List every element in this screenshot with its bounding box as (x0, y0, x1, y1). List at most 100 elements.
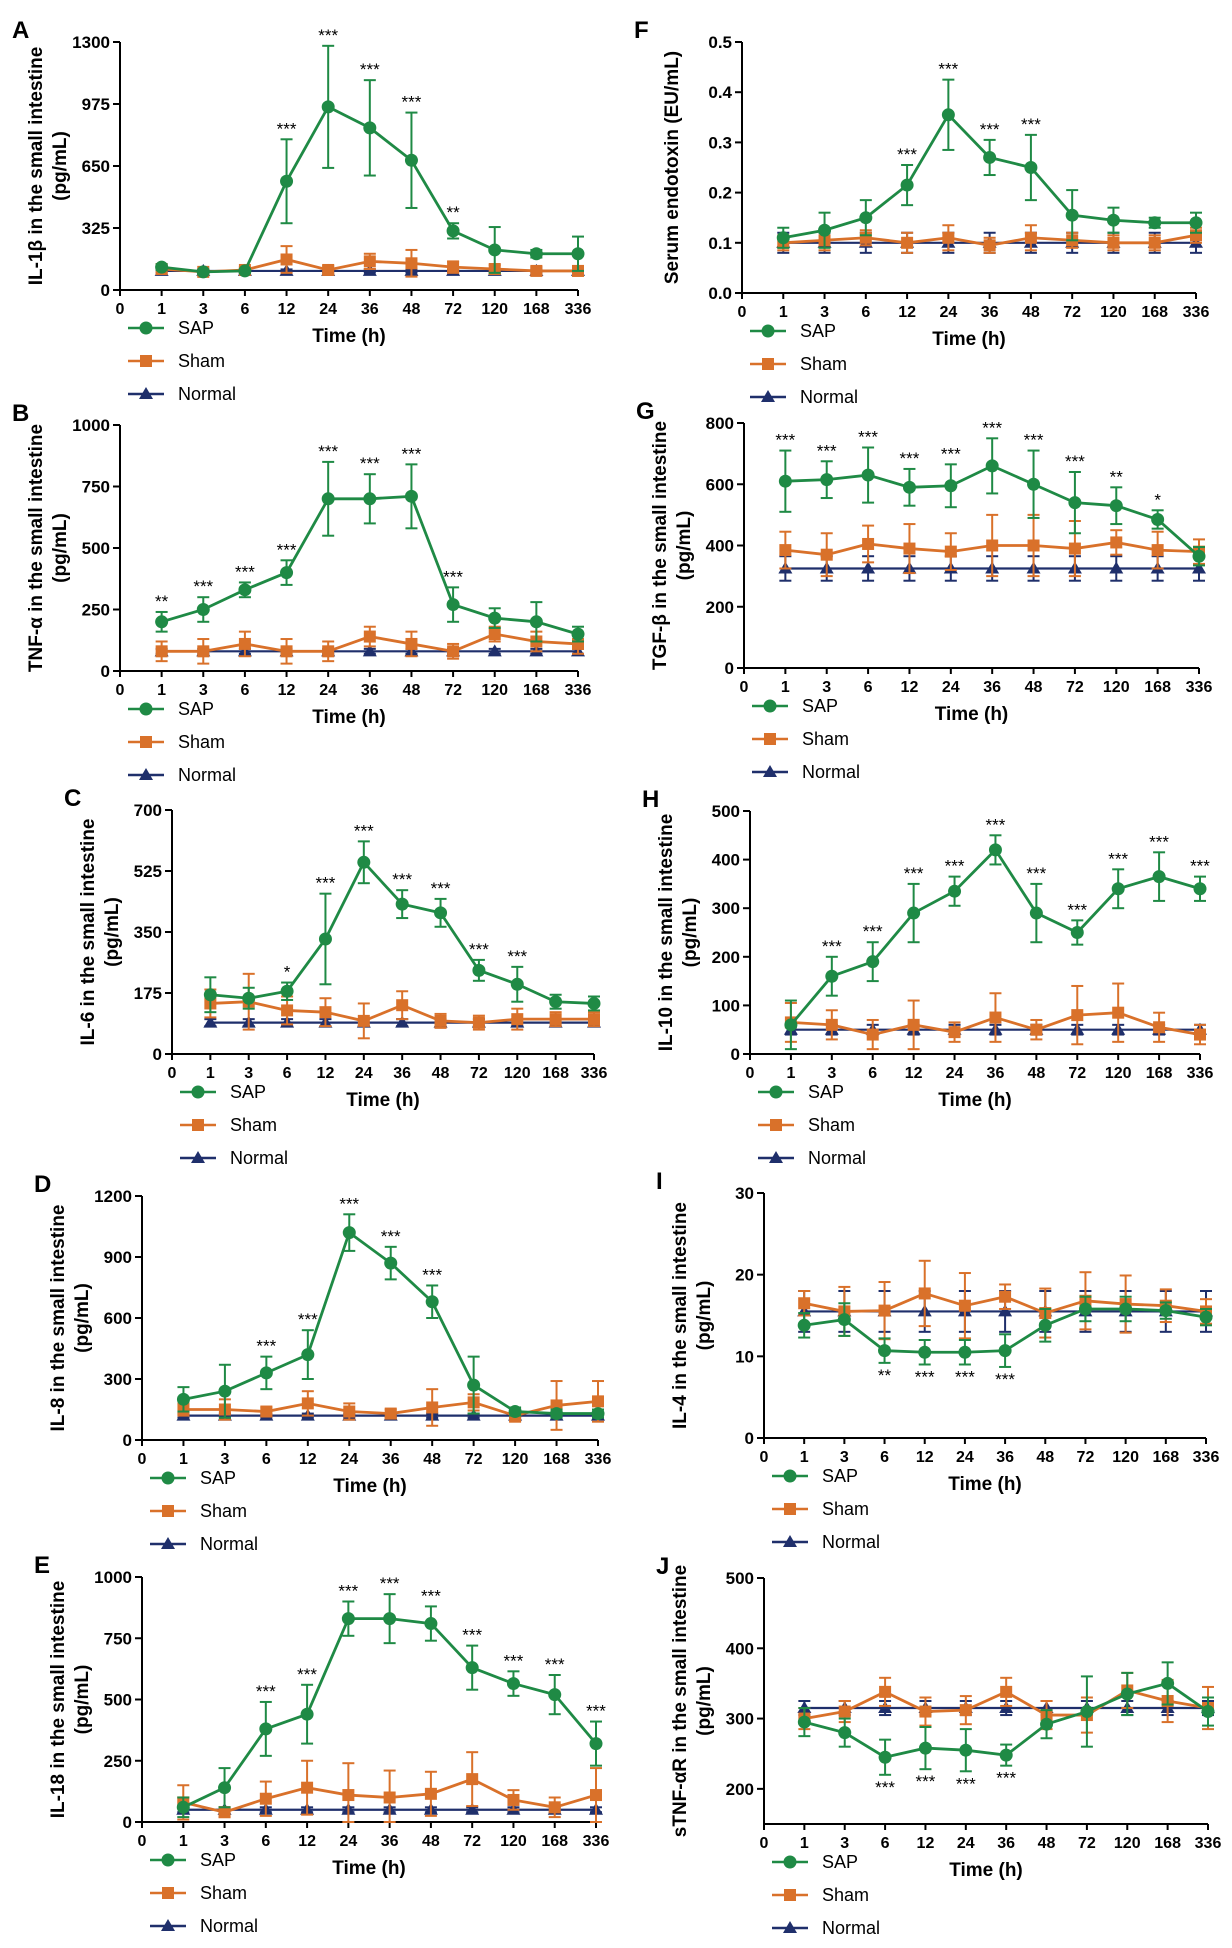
y-tick-label: 0.0 (708, 284, 732, 303)
data-point (155, 615, 169, 629)
data-point (918, 1345, 932, 1359)
x-tick-label: 168 (1152, 1449, 1179, 1466)
significance-label: *** (422, 1265, 442, 1284)
series-sap (778, 437, 1206, 567)
y-axis-unit: (pg/mL) (694, 1666, 715, 1736)
data-point (998, 1304, 1013, 1317)
data-point (1148, 236, 1161, 249)
legend-item-sap: SAP (150, 1468, 236, 1488)
data-point (1193, 882, 1207, 896)
data-point (1029, 906, 1043, 920)
x-tick-label: 0 (760, 1835, 769, 1852)
data-point (1024, 231, 1037, 244)
legend-label: SAP (200, 1850, 236, 1870)
significance-label: *** (904, 864, 924, 883)
x-tick-label: 6 (868, 1065, 877, 1082)
significance-label: *** (277, 540, 297, 559)
significance-label: *** (1021, 115, 1041, 134)
significance-label: ** (155, 592, 169, 611)
data-point (363, 255, 376, 268)
x-tick-label: 3 (220, 1833, 229, 1850)
x-axis-label: Time (h) (312, 707, 386, 728)
data-point (837, 1313, 851, 1327)
legend-label: Sham (822, 1499, 869, 1519)
data-point (280, 645, 293, 658)
data-point (571, 247, 585, 261)
data-point (1027, 477, 1041, 491)
x-tick-label: 3 (244, 1065, 253, 1082)
x-tick-label: 168 (1154, 1835, 1181, 1852)
x-axis-label: Time (h) (938, 1090, 1012, 1111)
x-tick-label: 12 (317, 1065, 335, 1082)
x-tick-label: 72 (1077, 1449, 1095, 1466)
data-point (280, 174, 294, 188)
significance-label: *** (945, 857, 965, 876)
data-point (878, 1304, 891, 1317)
data-point (1112, 1006, 1125, 1019)
legend-item-normal: Normal (150, 1534, 258, 1554)
x-tick-label: 336 (1193, 1449, 1220, 1466)
y-tick-label: 175 (134, 984, 162, 1003)
y-tick-label: 750 (104, 1629, 132, 1648)
significance-label: *** (938, 60, 958, 79)
legend-swatch-marker (762, 358, 774, 370)
y-tick-label: 900 (104, 1248, 132, 1267)
x-tick-label: 12 (898, 304, 916, 321)
data-point (321, 100, 335, 114)
significance-label: *** (980, 120, 1000, 139)
significance-label: *** (421, 1586, 441, 1605)
y-tick-label: 400 (712, 851, 740, 870)
data-point (363, 630, 376, 643)
series-sap (176, 1593, 603, 1819)
x-tick-label: 72 (463, 1833, 481, 1850)
significance-label: *** (863, 922, 883, 941)
panel-letter: J (656, 1553, 669, 1580)
significance-label: *** (1149, 832, 1169, 851)
x-tick-label: 0 (138, 1451, 147, 1468)
significance-label: *** (431, 879, 451, 898)
significance-label: *** (316, 874, 336, 893)
x-tick-label: 24 (957, 1835, 975, 1852)
data-point (529, 247, 543, 261)
y-tick-label: 600 (104, 1309, 132, 1328)
data-point (878, 1344, 892, 1358)
x-tick-label: 1 (157, 301, 166, 318)
significance-label: *** (941, 444, 961, 463)
significance-label: *** (297, 1665, 317, 1684)
legend-label: Normal (178, 765, 236, 785)
legend-item-sham: Sham (772, 1885, 869, 1905)
x-tick-label: 48 (1025, 679, 1043, 696)
significance-label: *** (298, 1310, 318, 1329)
x-tick-label: 1 (800, 1835, 809, 1852)
x-tick-label: 168 (523, 682, 550, 699)
series-sham (798, 1671, 1214, 1734)
x-tick-label: 336 (565, 301, 592, 318)
data-point (322, 645, 335, 658)
data-point (1065, 208, 1079, 222)
significance-label: ** (1110, 467, 1124, 486)
data-point (1151, 544, 1164, 557)
y-tick-label: 1300 (72, 33, 110, 52)
y-axis-label: sTNF-αR in the small intestine (670, 1565, 691, 1837)
legend-swatch-marker (162, 1505, 174, 1517)
data-point (434, 1014, 447, 1027)
data-point (1109, 499, 1123, 513)
y-axis-unit: (pg/mL) (72, 1665, 93, 1735)
legend-label: SAP (178, 318, 214, 338)
legend-label: Normal (802, 762, 860, 782)
significance-label: * (284, 963, 291, 982)
y-axis-label: TNF-α in the small intestine (26, 424, 47, 672)
series-sap (797, 1661, 1215, 1776)
data-point (472, 963, 486, 977)
significance-label: *** (256, 1337, 276, 1356)
legend-label: SAP (200, 1468, 236, 1488)
y-tick-label: 0.5 (708, 33, 732, 52)
data-point (529, 615, 543, 629)
legend-label: SAP (822, 1852, 858, 1872)
data-point (589, 1737, 603, 1751)
panel-letter: H (642, 786, 659, 813)
legend-swatch-marker (139, 321, 153, 335)
data-point (155, 260, 169, 274)
